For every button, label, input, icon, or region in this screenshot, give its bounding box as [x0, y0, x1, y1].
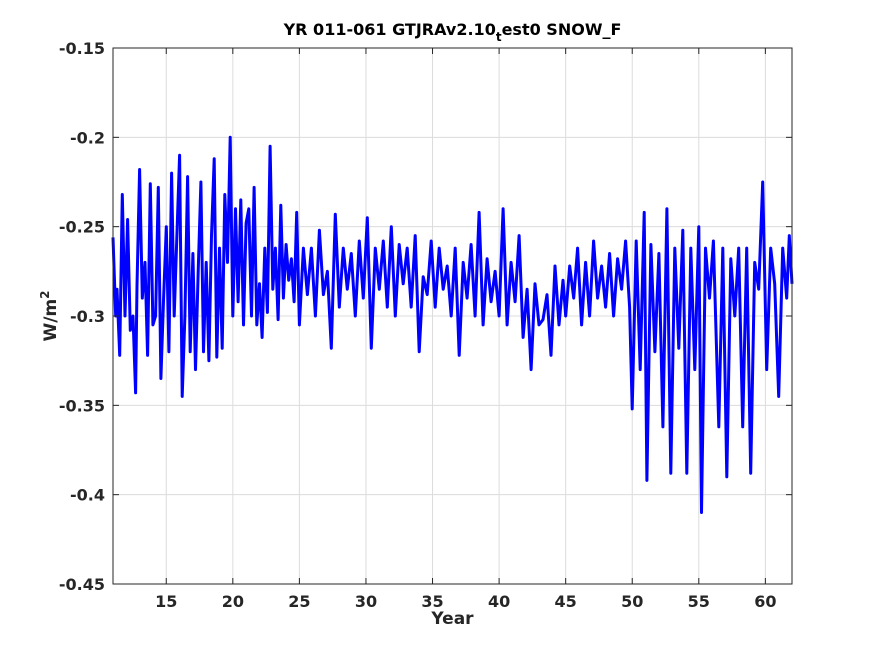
x-tick-label: 45 — [555, 592, 577, 611]
y-tick-label: -0.15 — [59, 39, 105, 58]
chart-title-subscript: t — [496, 30, 502, 44]
y-tick-label: -0.2 — [70, 128, 105, 147]
y-axis-label: W/m2 — [38, 290, 61, 341]
x-tick-label: 20 — [222, 592, 244, 611]
chart-title: YR 011-061 GTJRAv2.10test0 SNOW_F — [283, 20, 622, 44]
x-tick-label: 50 — [621, 592, 643, 611]
x-tick-label: 15 — [155, 592, 177, 611]
chart-title-suffix: est0 SNOW_F — [502, 20, 622, 39]
x-tick-label: 30 — [355, 592, 377, 611]
series-line-layer — [111, 135, 794, 514]
chart-title-main: YR 011-061 GTJRAv2.10 — [283, 20, 496, 39]
x-axis: 15 20 25 30 35 40 45 50 55 60 — [155, 48, 777, 611]
x-tick-label: 25 — [288, 592, 310, 611]
y-axis: -0.45 -0.4 -0.35 -0.3 -0.25 -0.2 -0.15 — [59, 39, 792, 594]
y-tick-label: -0.3 — [70, 307, 105, 326]
y-axis-label-superscript: 2 — [38, 290, 52, 298]
series-line-1 — [111, 135, 794, 514]
x-axis-label: Year — [430, 609, 474, 629]
y-tick-label: -0.25 — [59, 218, 105, 237]
x-tick-label: 55 — [688, 592, 710, 611]
y-axis-label-main: W/m — [41, 299, 61, 342]
y-tick-label: -0.35 — [59, 396, 105, 415]
y-tick-label: -0.45 — [59, 575, 105, 594]
x-tick-label: 35 — [421, 592, 443, 611]
y-tick-label: -0.4 — [70, 486, 105, 505]
x-tick-label: 60 — [754, 592, 776, 611]
x-tick-label: 40 — [488, 592, 510, 611]
